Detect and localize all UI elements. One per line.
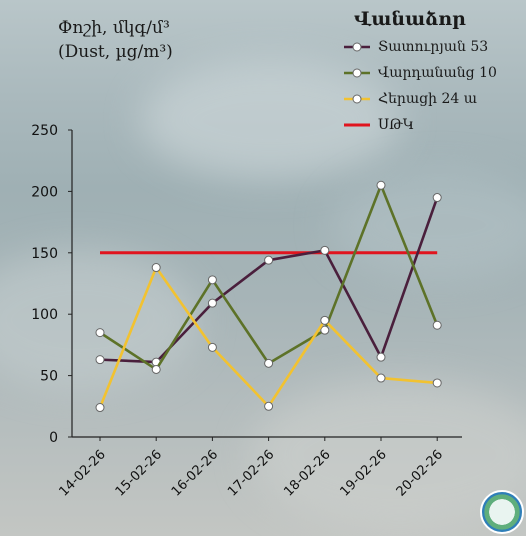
x-tick-label: 18-02-26 [281, 447, 333, 499]
legend-label: Հերացի 24 ա [378, 91, 478, 107]
data-point [95, 328, 105, 338]
legend-title: Վանաձոր [354, 8, 466, 30]
legend-item: Հերացի 24 ա [342, 86, 497, 112]
legend-item: Վարդանանց 10 [342, 60, 497, 86]
y-tick-label: 100 [31, 307, 58, 323]
data-point [207, 275, 217, 285]
data-point [320, 245, 330, 255]
data-point [432, 378, 442, 388]
y-axis-title-line1: Փոշի, մկգ/մ³ [58, 18, 170, 38]
y-tick-label: 0 [49, 430, 58, 446]
data-point [207, 298, 217, 308]
y-axis-title: Փոշի, մկգ/մ³ (Dust, µg/m³) [58, 16, 173, 64]
data-point [151, 263, 161, 273]
x-tick-label: 15-02-26 [113, 447, 165, 499]
y-tick-label: 150 [31, 246, 58, 262]
legend-item: Տատուրյան 53 [342, 34, 497, 60]
data-point [95, 355, 105, 365]
legend-label: Վարդանանց 10 [378, 65, 497, 81]
y-tick-label: 50 [40, 369, 58, 385]
legend-swatch [344, 68, 370, 78]
data-point [151, 364, 161, 374]
logo-icon [480, 490, 524, 534]
data-point [376, 373, 386, 383]
data-point [432, 320, 442, 330]
legend-swatch [344, 42, 370, 52]
legend-label: Տատուրյան 53 [378, 39, 489, 55]
y-tick-label: 200 [31, 184, 58, 200]
legend-swatch [344, 123, 370, 127]
data-point [376, 180, 386, 190]
x-tick-label: 14-02-26 [56, 447, 108, 499]
data-point [207, 342, 217, 352]
data-point [264, 255, 274, 265]
data-point [264, 401, 274, 411]
legend-item: ՍԹԿ [342, 112, 497, 138]
data-point [432, 193, 442, 203]
legend-swatch [344, 94, 370, 104]
data-point [264, 358, 274, 368]
data-point [95, 403, 105, 413]
x-tick-label: 19-02-26 [337, 447, 389, 499]
data-point [376, 352, 386, 362]
legend-label: ՍԹԿ [378, 117, 414, 133]
data-point [320, 315, 330, 325]
x-tick-label: 16-02-26 [169, 447, 221, 499]
y-tick-label: 250 [31, 123, 58, 139]
data-point [320, 325, 330, 335]
y-axis-title-line2: (Dust, µg/m³) [58, 42, 173, 62]
x-tick-label: 20-02-26 [394, 447, 446, 499]
x-tick-label: 17-02-26 [225, 447, 277, 499]
legend: Վանաձոր Տատուրյան 53 Վարդանանց 10 Հերացի 2… [342, 8, 497, 138]
